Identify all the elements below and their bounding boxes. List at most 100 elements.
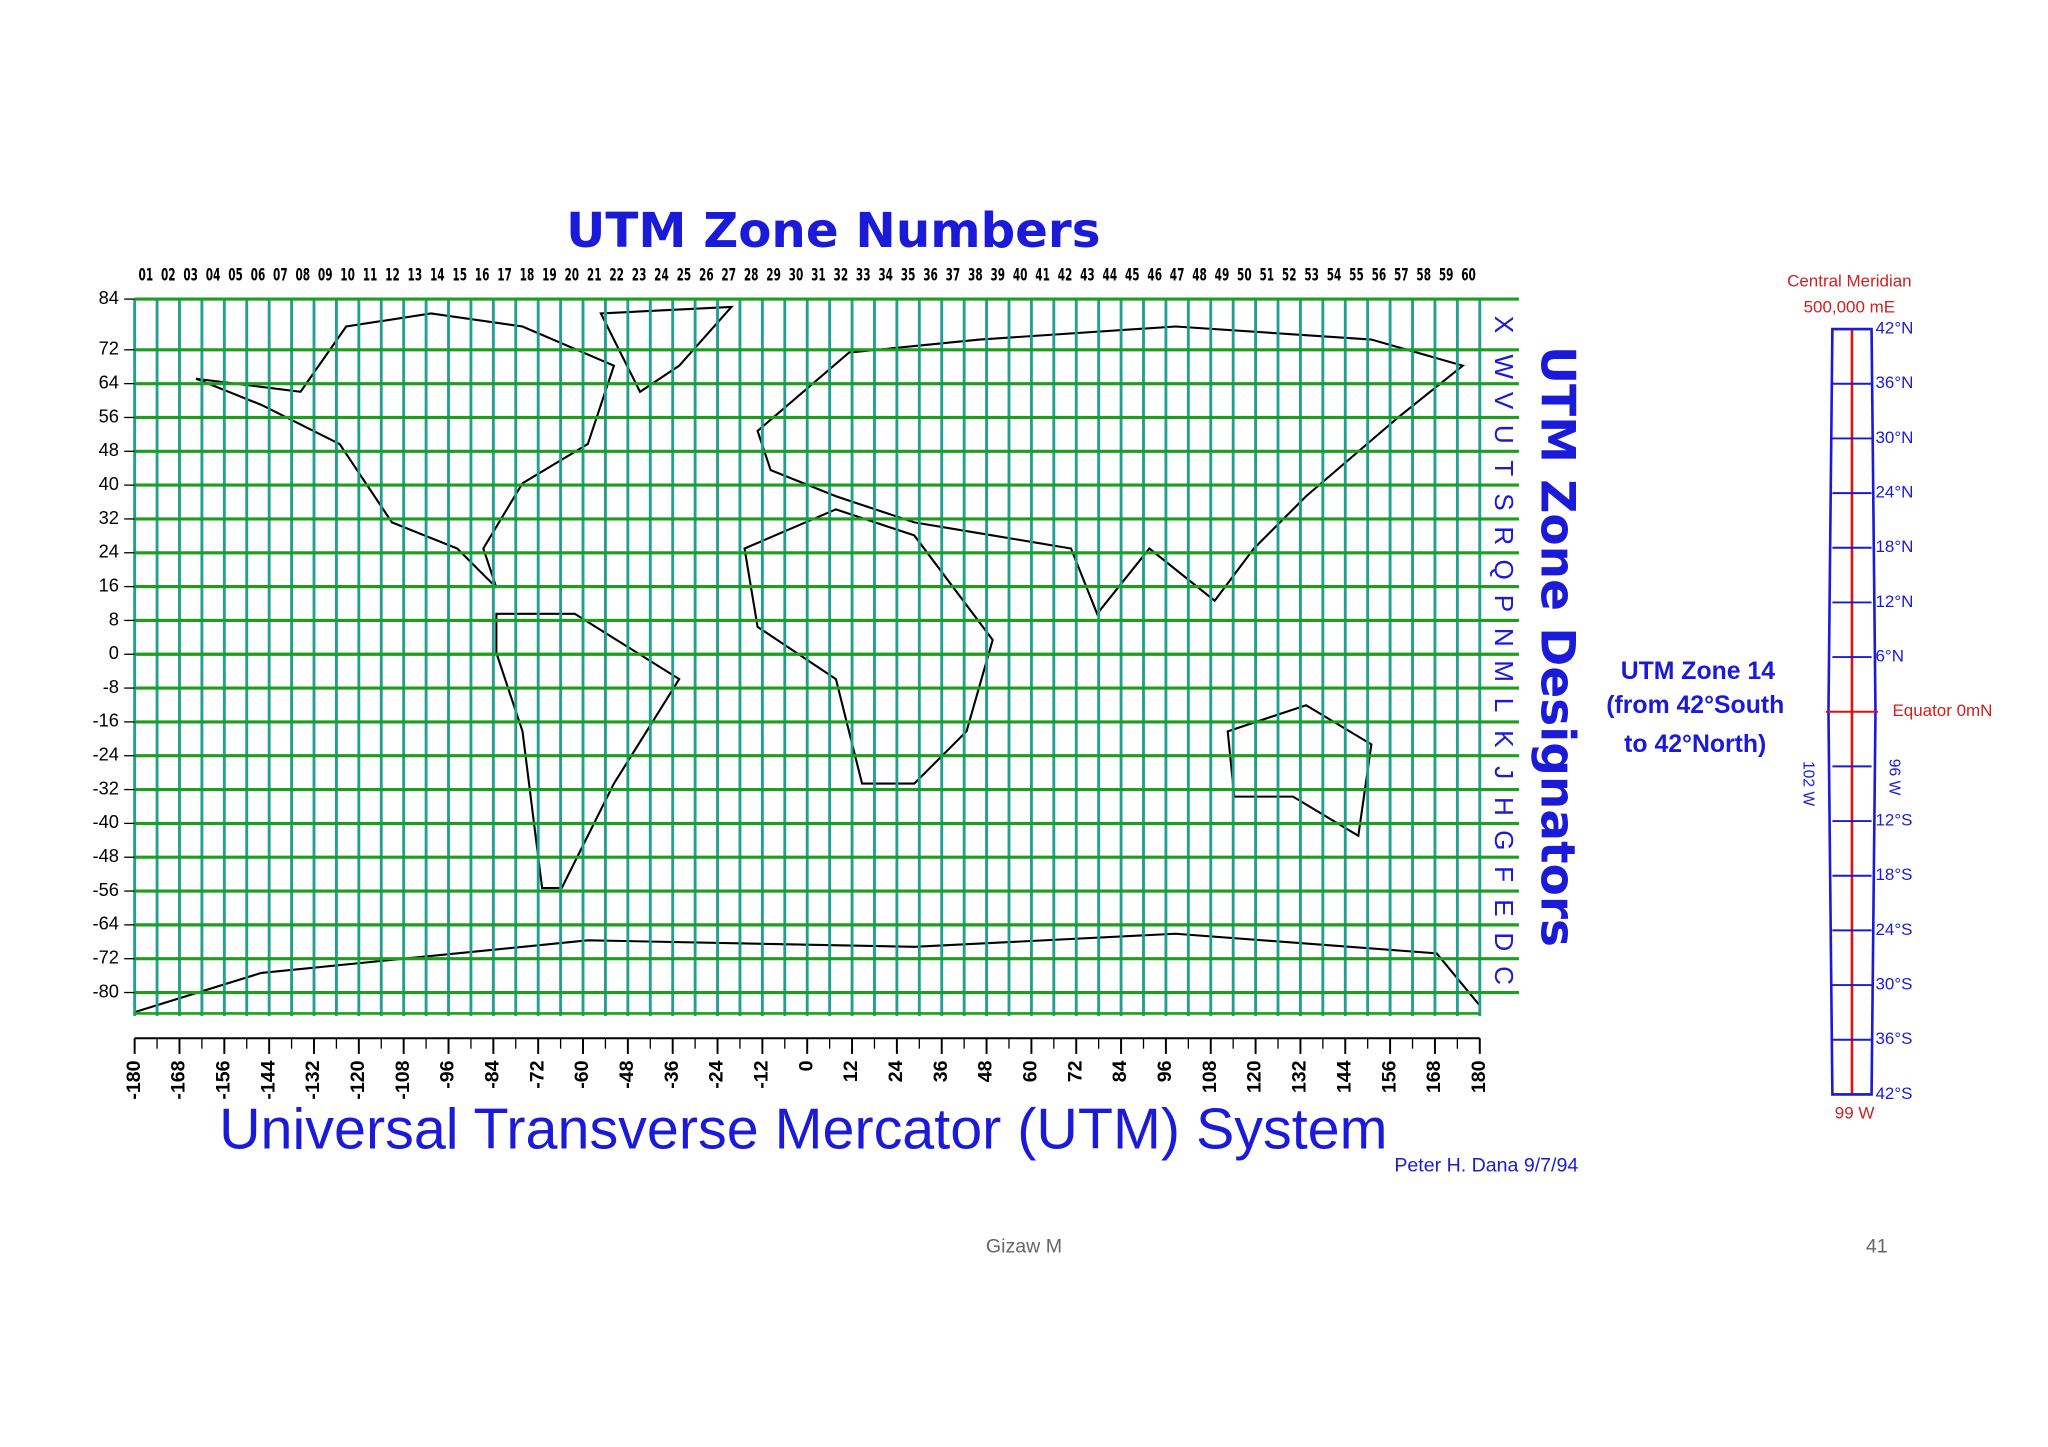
latitude-label: 48 — [99, 439, 119, 460]
longitude-label: 60 — [1020, 1060, 1042, 1082]
zone-number: 20 — [564, 266, 579, 285]
strip-lat-label: 12°S — [1875, 811, 1912, 830]
latitude-label: 32 — [99, 507, 119, 528]
zone-number: 41 — [1035, 266, 1050, 285]
strip-lat-label: 42°S — [1875, 1084, 1912, 1103]
inset-heading: 500,000 mE — [1804, 298, 1896, 317]
designator: S — [1489, 493, 1519, 510]
zone-number: 53 — [1304, 266, 1319, 285]
designator: X — [1489, 316, 1519, 333]
zone-number: 25 — [677, 266, 692, 285]
designator: K — [1489, 730, 1519, 748]
longitude-label: -180 — [123, 1060, 145, 1099]
designator: P — [1489, 595, 1519, 612]
zone-number: 60 — [1461, 266, 1476, 285]
longitude-label: 24 — [885, 1060, 907, 1082]
longitude-label: 96 — [1154, 1060, 1176, 1082]
credit: Peter H. Dana 9/7/94 — [1394, 1154, 1578, 1176]
designator: R — [1489, 526, 1519, 545]
strip-lat-label: 30°N — [1875, 428, 1913, 447]
latitude-label: -40 — [93, 811, 119, 832]
designator: L — [1489, 698, 1519, 713]
designator: D — [1489, 932, 1519, 951]
zone-number: 32 — [834, 266, 849, 285]
zone-number: 38 — [968, 266, 983, 285]
latitude-label: 72 — [99, 338, 119, 359]
zone-number: 29 — [766, 266, 781, 285]
longitude-label: 156 — [1378, 1060, 1400, 1093]
zone-number: 24 — [654, 266, 669, 285]
longitude-label: 168 — [1423, 1060, 1445, 1093]
designator: H — [1489, 797, 1519, 816]
system-title: Universal Transverse Mercator (UTM) Syst… — [219, 1098, 1387, 1162]
longitude-label: 180 — [1468, 1060, 1490, 1093]
zone-number: 02 — [161, 266, 176, 285]
zone-text: (from 42°South — [1606, 692, 1784, 719]
zone-number: 15 — [452, 266, 467, 285]
longitude-label: 144 — [1333, 1060, 1355, 1093]
longitude-label: -12 — [751, 1060, 773, 1088]
zone-number: 27 — [721, 266, 736, 285]
longitude-label: 72 — [1064, 1060, 1086, 1082]
zone-number: 21 — [587, 266, 602, 285]
designator: Q — [1489, 560, 1519, 580]
zone-number: 18 — [520, 266, 535, 285]
zone-number: 17 — [497, 266, 512, 285]
zone-number: 28 — [744, 266, 759, 285]
longitude-label: -144 — [257, 1060, 279, 1099]
designator: U — [1489, 425, 1519, 444]
zone-number: 31 — [811, 266, 826, 285]
latitude-label: 84 — [99, 287, 119, 308]
zone-number: 13 — [408, 266, 423, 285]
zone-number: 09 — [318, 266, 333, 285]
latitude-label: -64 — [93, 913, 119, 934]
zone-number: 46 — [1147, 266, 1162, 285]
map-title: UTM Zone Numbers — [566, 203, 1100, 259]
zone-number: 04 — [206, 266, 221, 285]
zone-number: 23 — [632, 266, 647, 285]
designator: C — [1489, 966, 1519, 985]
zone-text: UTM Zone 14 — [1621, 658, 1776, 685]
designator: E — [1489, 899, 1519, 916]
strip-lat-label: 42°N — [1875, 319, 1913, 338]
latitude-label: 8 — [109, 608, 119, 629]
zone-number: 57 — [1394, 266, 1409, 285]
strip-lat-label: 18°S — [1875, 865, 1912, 884]
zone-number: 08 — [295, 266, 310, 285]
zone-number: 40 — [1013, 266, 1028, 285]
longitude-label: 36 — [930, 1060, 952, 1082]
zone-number: 48 — [1192, 266, 1207, 285]
longitude-label: -96 — [437, 1060, 459, 1088]
zone-number: 26 — [699, 266, 714, 285]
zone-number: 05 — [228, 266, 243, 285]
latitude-label: 16 — [99, 574, 119, 595]
strip-lat-label: Equator 0mN — [1892, 701, 1992, 720]
latitude-label: -72 — [93, 947, 119, 968]
zone-number: 12 — [385, 266, 400, 285]
longitude-label: -120 — [347, 1060, 369, 1099]
zone-number: 49 — [1215, 266, 1230, 285]
longitude-label: -36 — [661, 1060, 683, 1088]
zone-number: 55 — [1349, 266, 1364, 285]
designator: M — [1489, 660, 1519, 682]
designators-title: UTM Zone Designators — [1530, 346, 1585, 947]
longitude-label: 132 — [1289, 1060, 1311, 1093]
latitude-label: 24 — [99, 541, 119, 562]
zone-number: 01 — [139, 266, 154, 285]
designator: F — [1489, 866, 1519, 882]
strip-lat-label: 36°N — [1875, 373, 1913, 392]
zone-number: 19 — [542, 266, 557, 285]
longitude-label: -132 — [302, 1060, 324, 1099]
latitude-label: -24 — [93, 744, 119, 765]
latitude-label: -16 — [93, 710, 119, 731]
longitude-label: -24 — [706, 1060, 728, 1088]
zone-number: 35 — [901, 266, 916, 285]
longitude-label: -108 — [392, 1060, 414, 1099]
zone-number: 56 — [1372, 266, 1387, 285]
footer-author: Gizaw M — [986, 1235, 1062, 1257]
latitude-label: -8 — [103, 676, 119, 697]
latitude-label: 56 — [99, 405, 119, 426]
strip-lat-label: 36°S — [1875, 1029, 1912, 1048]
zone-number: 16 — [475, 266, 490, 285]
latitude-label: -56 — [93, 879, 119, 900]
